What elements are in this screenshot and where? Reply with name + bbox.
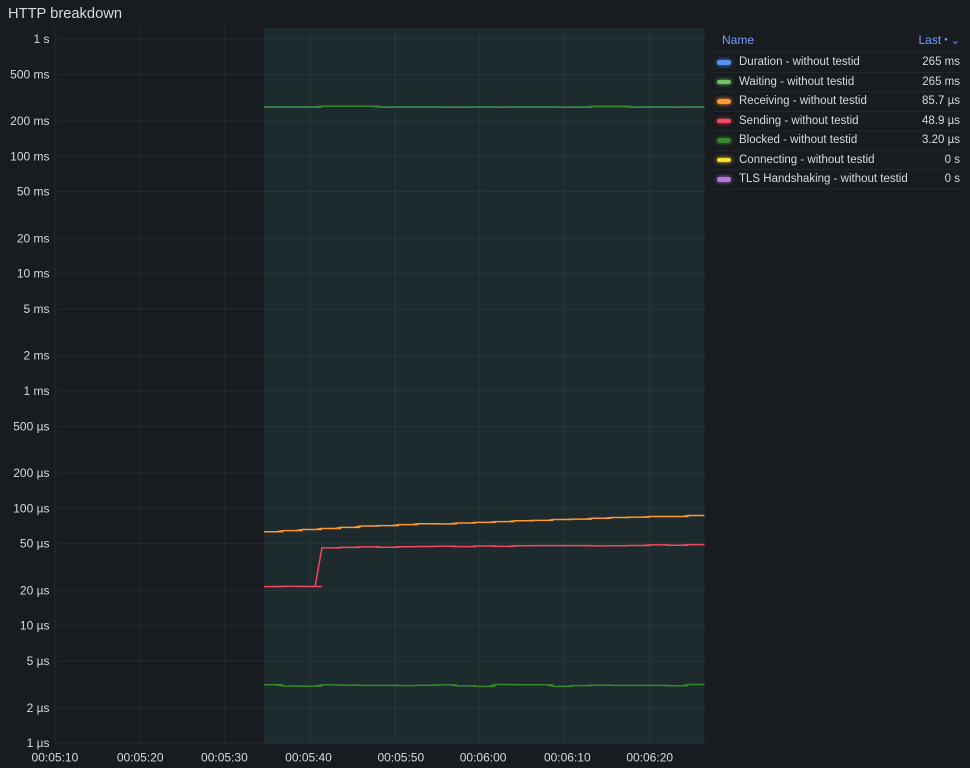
svg-text:00:05:40: 00:05:40 bbox=[285, 751, 332, 765]
svg-text:10 ms: 10 ms bbox=[17, 267, 50, 281]
svg-text:2 ms: 2 ms bbox=[23, 349, 49, 363]
svg-text:00:06:00: 00:06:00 bbox=[460, 751, 507, 765]
svg-text:200 ms: 200 ms bbox=[10, 114, 49, 128]
svg-text:00:05:50: 00:05:50 bbox=[377, 751, 424, 765]
svg-text:50 ms: 50 ms bbox=[17, 185, 50, 199]
svg-text:500 ms: 500 ms bbox=[10, 67, 49, 81]
svg-text:10 µs: 10 µs bbox=[20, 619, 50, 633]
svg-text:00:06:20: 00:06:20 bbox=[626, 751, 673, 765]
svg-text:1 µs: 1 µs bbox=[27, 736, 50, 750]
svg-text:100 µs: 100 µs bbox=[13, 501, 49, 515]
svg-text:50 µs: 50 µs bbox=[20, 537, 50, 551]
svg-text:100 ms: 100 ms bbox=[10, 149, 49, 163]
svg-text:500 µs: 500 µs bbox=[13, 419, 49, 433]
svg-text:00:05:10: 00:05:10 bbox=[32, 751, 79, 765]
svg-text:00:05:20: 00:05:20 bbox=[117, 751, 164, 765]
svg-text:5 µs: 5 µs bbox=[27, 654, 50, 668]
svg-text:00:05:30: 00:05:30 bbox=[201, 751, 248, 765]
svg-text:20 ms: 20 ms bbox=[17, 231, 50, 245]
svg-text:1 ms: 1 ms bbox=[23, 384, 49, 398]
svg-text:5 ms: 5 ms bbox=[23, 302, 49, 316]
svg-text:20 µs: 20 µs bbox=[20, 583, 50, 597]
svg-text:200 µs: 200 µs bbox=[13, 466, 49, 480]
svg-text:2 µs: 2 µs bbox=[27, 701, 50, 715]
svg-text:1 s: 1 s bbox=[33, 32, 49, 46]
svg-text:00:06:10: 00:06:10 bbox=[544, 751, 591, 765]
